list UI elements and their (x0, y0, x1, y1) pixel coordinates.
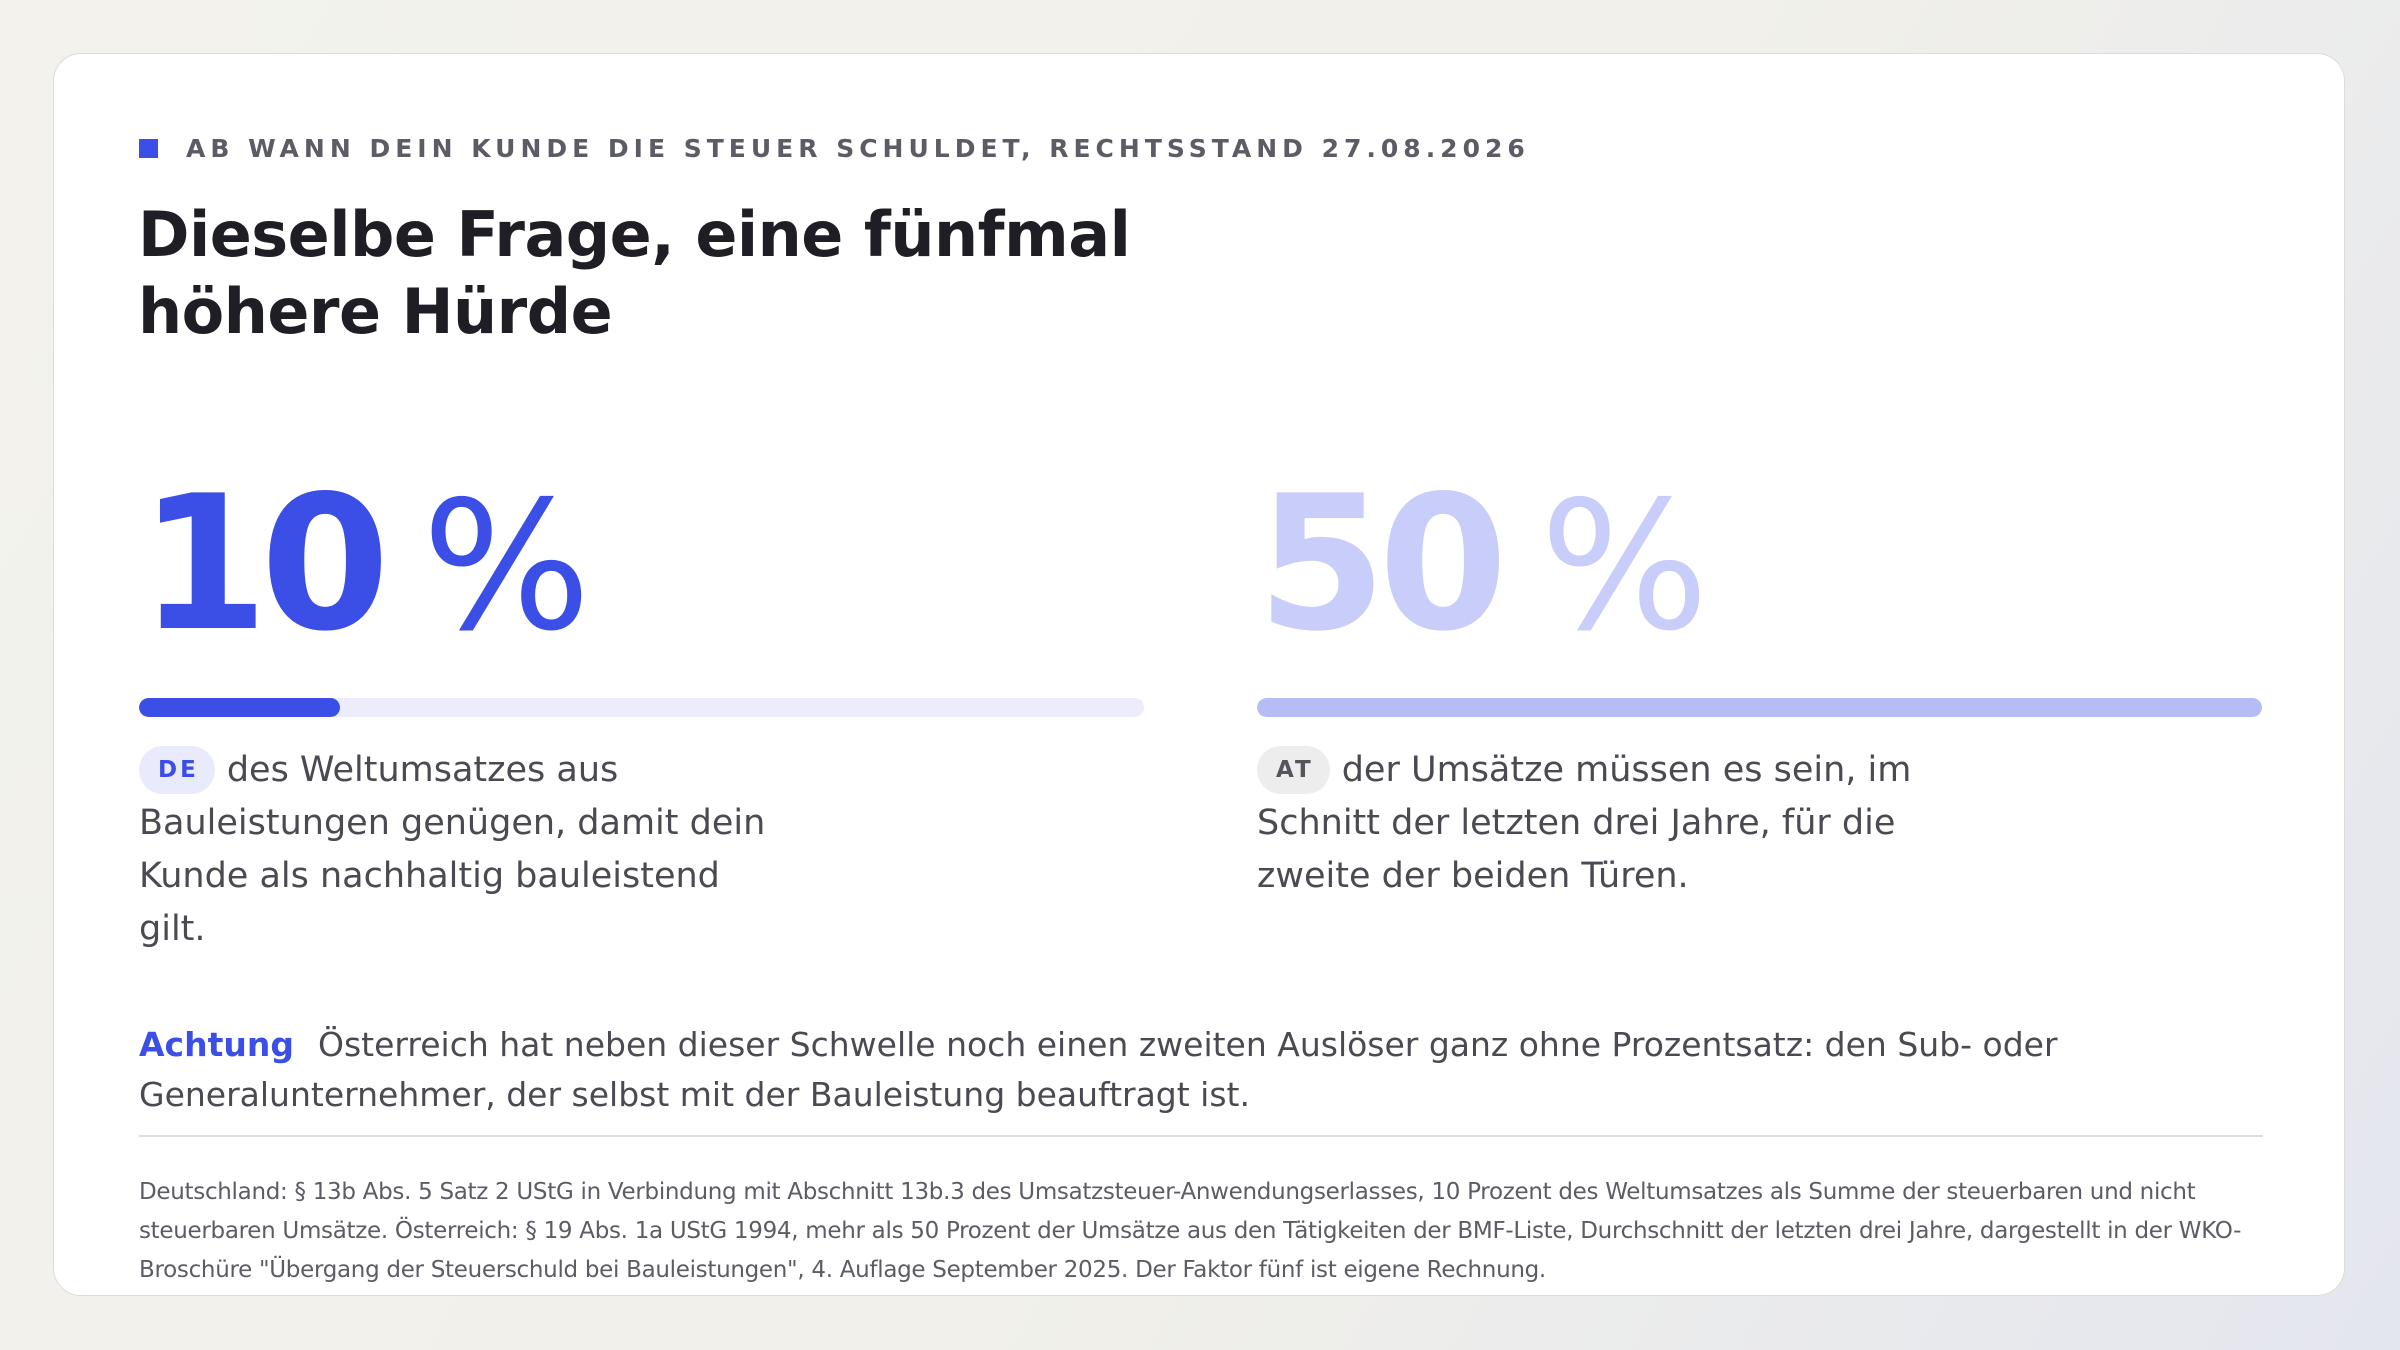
stat-germany-value: 10% (139, 471, 1144, 657)
stat-austria-description-text: der Umsätze müssen es sein, im Schnitt d… (1257, 750, 1912, 896)
eyebrow: AB WANN DEIN KUNDE DIE STEUER SCHULDET, … (139, 134, 1530, 163)
stat-austria-bar-track (1257, 698, 2262, 717)
stat-germany-description-text: des Weltumsatzes aus Bauleistungen genüg… (139, 750, 766, 949)
stat-austria: 50% AT der Umsätze müssen es sein, im Sch… (1257, 471, 2262, 896)
eyebrow-text: AB WANN DEIN KUNDE DIE STEUER SCHULDET, … (186, 134, 1530, 163)
country-badge-at: AT (1257, 746, 1330, 794)
stat-germany-number: 10 (139, 455, 390, 672)
content-card: AB WANN DEIN KUNDE DIE STEUER SCHULDET, … (53, 53, 2345, 1296)
stat-germany-unit: % (421, 463, 591, 670)
stat-germany-description: DE des Weltumsatzes aus Bauleistungen gen… (139, 744, 779, 956)
stat-austria-unit: % (1539, 463, 1709, 670)
stat-austria-bar-fill (1257, 698, 2262, 717)
page-title: Dieselbe Frage, eine fünfmal höhere Hürd… (138, 198, 1131, 348)
source-footnote: Deutschland: § 13b Abs. 5 Satz 2 UStG in… (139, 1179, 2242, 1283)
stat-austria-number: 50 (1257, 455, 1508, 672)
divider (139, 1135, 2263, 1137)
stat-germany-bar-track (139, 698, 1144, 717)
warning-label: Achtung (139, 1025, 294, 1064)
eyebrow-square-icon (139, 139, 158, 158)
stat-austria-description: AT der Umsätze müssen es sein, im Schnitt… (1257, 744, 1937, 903)
stat-germany-bar-fill (139, 698, 340, 717)
warning-text: Österreich hat neben dieser Schwelle noc… (139, 1025, 2058, 1114)
stat-germany: 10% DE des Weltumsatzes aus Bauleistungen… (139, 471, 1144, 949)
stat-austria-value: 50% (1257, 471, 2262, 657)
warning-note: Achtung Österreich hat neben dieser Schwe… (139, 1020, 2259, 1120)
country-badge-de: DE (139, 746, 215, 794)
